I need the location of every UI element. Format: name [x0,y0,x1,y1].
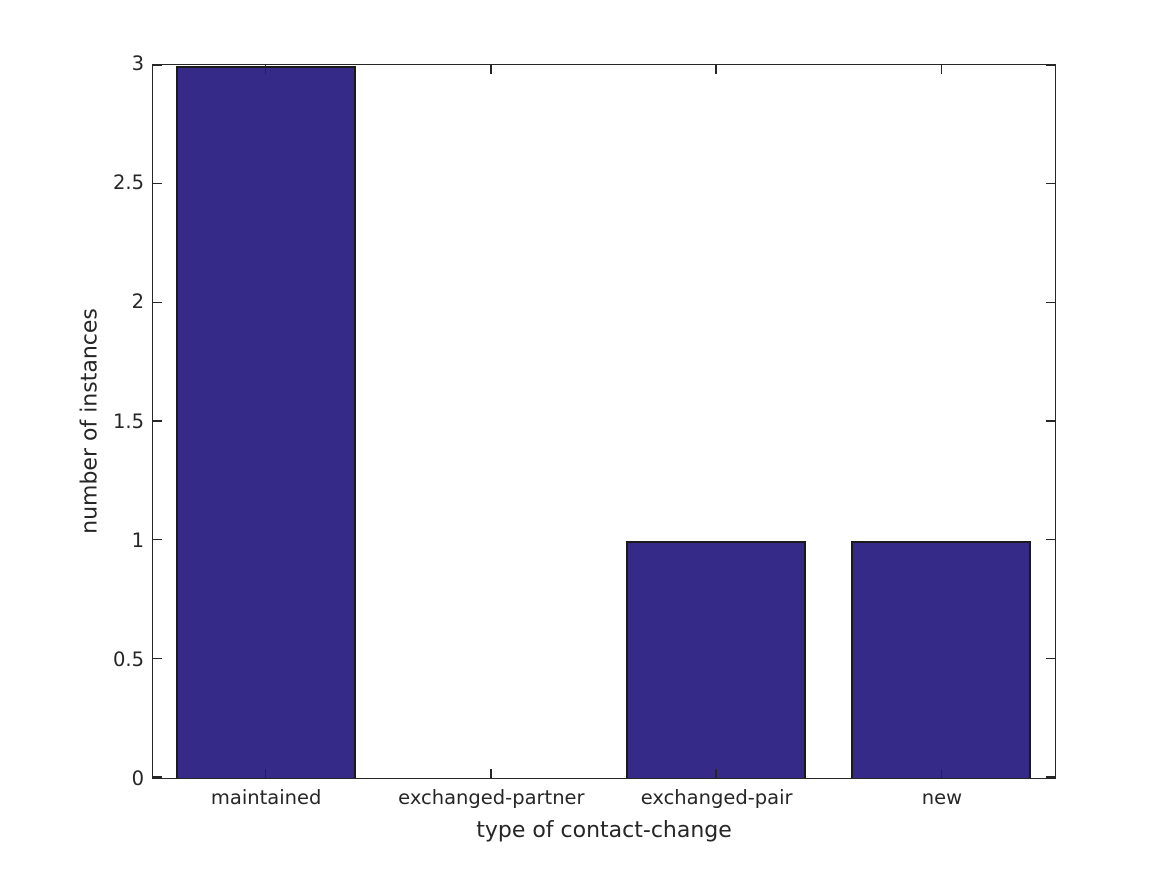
x-tick-bottom [264,769,267,778]
y-tick-left [153,420,162,422]
y-tick-right [1046,301,1055,304]
x-tick-top [264,65,267,74]
bar-exchanged-pair [626,540,807,778]
y-tick-right [1046,420,1055,422]
y-tick-label: 2 [131,290,144,314]
y-tick-left [153,538,162,541]
x-tick-top [715,65,717,74]
y-tick-label: 3 [131,52,144,75]
y-tick-left [153,64,162,66]
y-tick-label: 0 [131,767,144,790]
y-tick-label: 2.5 [112,171,144,195]
bar-maintained [175,66,356,778]
x-axis-label: type of contact-change [476,818,732,843]
y-tick-left [153,301,162,304]
y-tick-right [1046,776,1055,778]
x-tick-bottom [490,769,492,778]
x-tick-top [940,65,943,74]
y-tick-label: 1 [131,528,144,552]
y-tick-left [153,182,162,185]
y-tick-label: 1.5 [112,409,144,433]
y-tick-left [153,657,162,660]
x-tick-top [490,65,492,74]
x-tick-label-exchanged-partner: exchanged-partner [398,786,585,809]
y-tick-right [1046,64,1055,66]
y-tick-label: 0.5 [112,647,144,671]
x-tick-bottom [940,769,943,778]
x-tick-label-maintained: maintained [210,786,322,809]
y-tick-left [153,776,162,778]
x-tick-label-exchanged-pair: exchanged-pair [640,786,793,809]
y-tick-right [1046,657,1055,660]
x-tick-label-new: new [921,786,963,809]
y-tick-right [1046,538,1055,541]
x-tick-bottom [715,769,717,778]
bar-new [851,540,1032,778]
plot-area [152,64,1056,779]
y-tick-right [1046,182,1055,185]
